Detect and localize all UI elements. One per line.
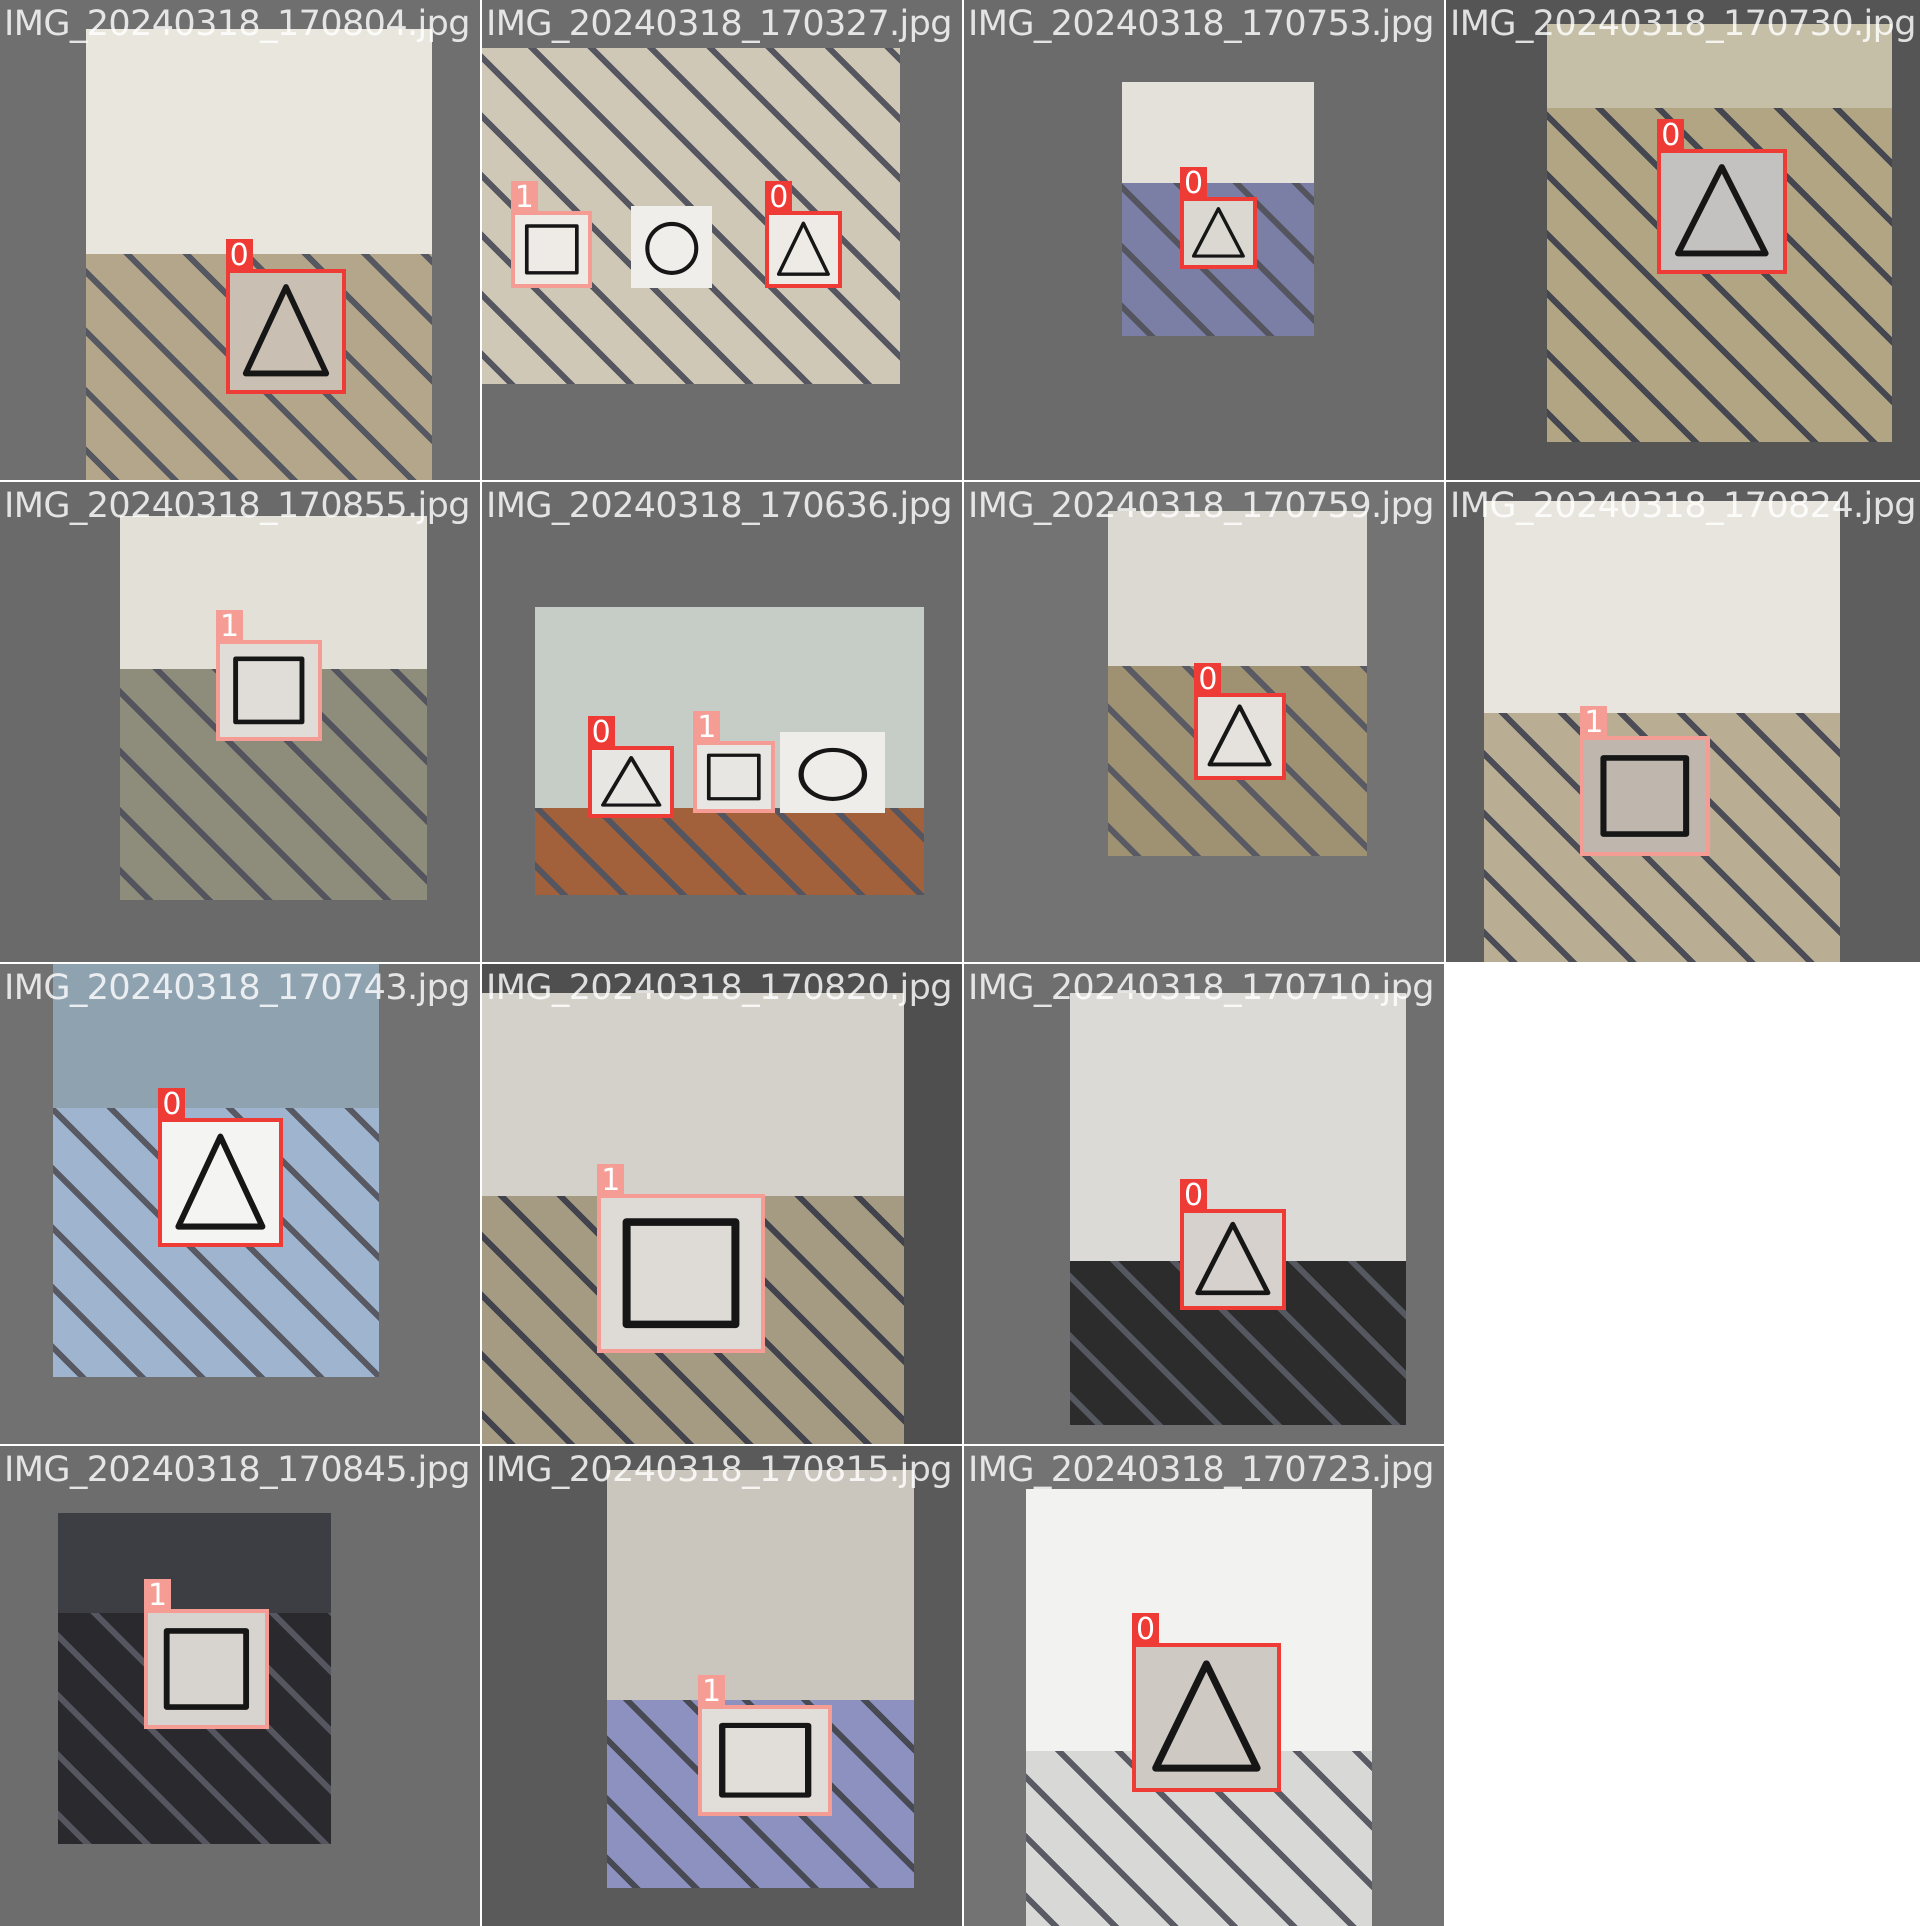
image-filename: IMG_20240318_170855.jpg	[4, 486, 470, 526]
triangle-symbol	[162, 1122, 279, 1244]
class-label: 1	[511, 181, 538, 215]
image-filename: IMG_20240318_170743.jpg	[4, 968, 470, 1008]
circle-symbol	[631, 206, 713, 288]
image-tile: 1 IMG_20240318_170845.jpg	[0, 1446, 480, 1926]
class-label: 0	[158, 1088, 185, 1122]
image-filename: IMG_20240318_170820.jpg	[486, 968, 952, 1008]
square-symbol	[148, 1613, 265, 1725]
class-label: 1	[1580, 706, 1607, 740]
detection-box: 0	[1180, 197, 1257, 269]
image-tile: 0 IMG_20240318_170804.jpg	[0, 0, 480, 480]
detection-box: 0	[1657, 149, 1787, 274]
image-tile: 0 1 IMG_20240318_170636.jpg	[482, 482, 962, 962]
triangle-symbol	[1198, 697, 1281, 775]
image-filename: IMG_20240318_170710.jpg	[968, 968, 1434, 1008]
image-tile: 0 IMG_20240318_170759.jpg	[964, 482, 1444, 962]
triangle-symbol	[1184, 201, 1253, 265]
class-label: 0	[588, 716, 615, 750]
scene-photo	[1484, 501, 1839, 962]
square-symbol	[601, 1198, 761, 1348]
image-filename: IMG_20240318_170815.jpg	[486, 1450, 952, 1490]
image-tile: 1 IMG_20240318_170820.jpg	[482, 964, 962, 1444]
image-tile: 1 IMG_20240318_170815.jpg	[482, 1446, 962, 1926]
image-tile: 1 0 IMG_20240318_170327.jpg	[482, 0, 962, 480]
class-label: 0	[1180, 1179, 1207, 1213]
detection-box: 1	[511, 211, 593, 288]
image-filename: IMG_20240318_170804.jpg	[4, 4, 470, 44]
class-label: 0	[765, 181, 792, 215]
triangle-symbol	[1184, 1213, 1282, 1306]
detection-box: 0	[1180, 1209, 1286, 1310]
scene-floor	[535, 808, 924, 894]
detection-box: 1	[597, 1194, 765, 1352]
class-label: 1	[698, 1675, 725, 1709]
class-label: 1	[216, 610, 243, 644]
cube-face	[631, 206, 713, 288]
image-tile: 0 IMG_20240318_170723.jpg	[964, 1446, 1444, 1926]
image-tile: 1 IMG_20240318_170855.jpg	[0, 482, 480, 962]
detection-box: 1	[1580, 736, 1710, 856]
square-symbol	[702, 1709, 828, 1811]
image-filename: IMG_20240318_170636.jpg	[486, 486, 952, 526]
square-symbol	[220, 644, 318, 737]
image-filename: IMG_20240318_170723.jpg	[968, 1450, 1434, 1490]
detection-box: 0	[1132, 1643, 1281, 1792]
class-label: 0	[1132, 1613, 1159, 1647]
scene-wall	[1108, 511, 1367, 667]
image-filename: IMG_20240318_170845.jpg	[4, 1450, 470, 1490]
image-tile: 0 IMG_20240318_170730.jpg	[1446, 0, 1920, 480]
detection-box: 1	[698, 1705, 832, 1815]
triangle-symbol	[230, 273, 342, 390]
class-label: 1	[144, 1579, 171, 1613]
scene-wall	[607, 1470, 914, 1700]
triangle-symbol	[769, 215, 838, 284]
image-tile: 0 IMG_20240318_170753.jpg	[964, 0, 1444, 480]
scene-wall	[58, 1513, 332, 1612]
class-label: 0	[226, 239, 253, 273]
detection-box: 1	[144, 1609, 269, 1729]
scene-photo	[86, 29, 432, 480]
triangle-symbol	[1661, 153, 1783, 270]
square-symbol	[697, 745, 771, 809]
detection-box: 1	[216, 640, 322, 741]
scene-photo	[1108, 511, 1367, 857]
class-label: 1	[693, 711, 720, 745]
detection-box: 0	[226, 269, 346, 394]
image-filename: IMG_20240318_170753.jpg	[968, 4, 1434, 44]
circle-symbol	[780, 732, 886, 814]
class-label: 0	[1194, 663, 1221, 697]
detection-box: 0	[158, 1118, 283, 1248]
detection-box: 1	[693, 741, 775, 813]
scene-wall	[1122, 82, 1314, 184]
triangle-symbol	[592, 750, 670, 814]
image-filename: IMG_20240318_170730.jpg	[1450, 4, 1916, 44]
scene-wall	[1484, 501, 1839, 713]
image-filename: IMG_20240318_170327.jpg	[486, 4, 952, 44]
scene-wall	[482, 993, 904, 1196]
square-symbol	[1584, 740, 1706, 852]
triangle-symbol	[1136, 1647, 1277, 1788]
class-label: 0	[1180, 167, 1207, 201]
image-tile: 0 IMG_20240318_170710.jpg	[964, 964, 1444, 1444]
image-tile: 0 IMG_20240318_170743.jpg	[0, 964, 480, 1444]
image-filename: IMG_20240318_170759.jpg	[968, 486, 1434, 526]
detection-box: 0	[588, 746, 674, 818]
class-label: 1	[597, 1164, 624, 1198]
scene-wall	[86, 29, 432, 255]
square-symbol	[515, 215, 589, 284]
scene-photo	[607, 1470, 914, 1888]
image-tile: 1 IMG_20240318_170824.jpg	[1446, 482, 1920, 962]
detection-box: 0	[1194, 693, 1285, 779]
cube-face	[780, 732, 886, 814]
detection-box: 0	[765, 211, 842, 288]
image-filename: IMG_20240318_170824.jpg	[1450, 486, 1916, 526]
class-label: 0	[1657, 119, 1684, 153]
